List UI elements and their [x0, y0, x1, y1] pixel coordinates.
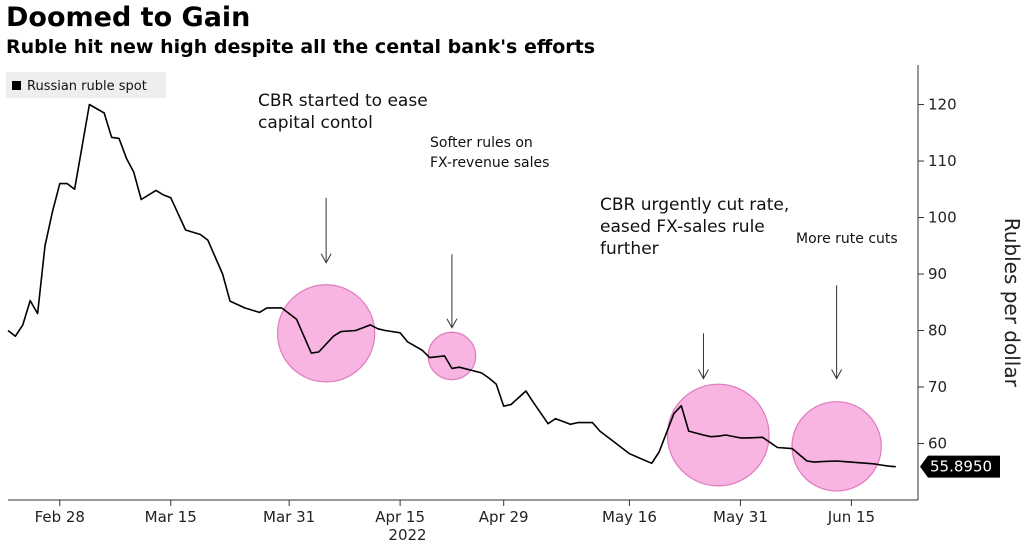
legend-box — [6, 72, 166, 98]
x-tick-label: Apr 15 — [375, 508, 425, 526]
y-tick-label: 90 — [928, 265, 947, 283]
y-axis-label: Rubles per dollar — [1000, 218, 1024, 388]
annotation-bubble-2 — [427, 331, 477, 381]
x-tick-label: Apr 29 — [479, 508, 529, 526]
x-tick-label: Mar 15 — [145, 508, 197, 526]
x-axis-year-label: 2022 — [388, 526, 426, 544]
x-tick-label: Feb 28 — [35, 508, 85, 526]
annotation-text-4: More rute cuts — [796, 231, 898, 247]
y-tick-label: 110 — [928, 152, 957, 170]
y-tick-label: 80 — [928, 322, 947, 340]
annotation-text-2: Softer rules on — [430, 135, 533, 151]
y-tick-label: 120 — [928, 96, 957, 114]
x-tick-label: May 16 — [602, 508, 657, 526]
annotation-text-1: capital contol — [258, 113, 373, 133]
series-line-russian-ruble-spot — [7, 103, 896, 468]
y-tick-label: 100 — [928, 209, 957, 227]
annotation-text-3: CBR urgently cut rate, — [600, 195, 789, 215]
y-tick-label: 70 — [928, 378, 947, 396]
annotation-bubble-4 — [791, 401, 882, 492]
annotation-text-2: FX-revenue sales — [430, 155, 549, 171]
annotation-bubble-3 — [666, 383, 770, 487]
annotation-arrowhead-2 — [446, 318, 458, 329]
legend-swatch — [12, 81, 21, 90]
annotation-text-3: eased FX-sales rule — [600, 217, 765, 237]
annotation-bubble-1 — [276, 284, 376, 383]
legend-label: Russian ruble spot — [27, 79, 147, 94]
annotation-arrowhead-4 — [831, 369, 843, 380]
chart-subtitle: Ruble hit new high despite all the centa… — [6, 36, 596, 58]
chart-title: Doomed to Gain — [6, 2, 251, 33]
annotation-arrowhead-1 — [320, 253, 332, 264]
x-tick-label: Jun 15 — [827, 508, 875, 526]
annotation-text-1: CBR started to ease — [258, 91, 428, 111]
annotation-text-3: further — [600, 239, 659, 259]
x-tick-label: Mar 31 — [263, 508, 315, 526]
last-value-badge — [920, 455, 1000, 478]
x-tick-label: May 31 — [713, 508, 768, 526]
last-value-label: 55.8950 — [930, 458, 992, 476]
y-tick-label: 60 — [928, 435, 947, 453]
annotation-arrowhead-3 — [698, 369, 709, 380]
